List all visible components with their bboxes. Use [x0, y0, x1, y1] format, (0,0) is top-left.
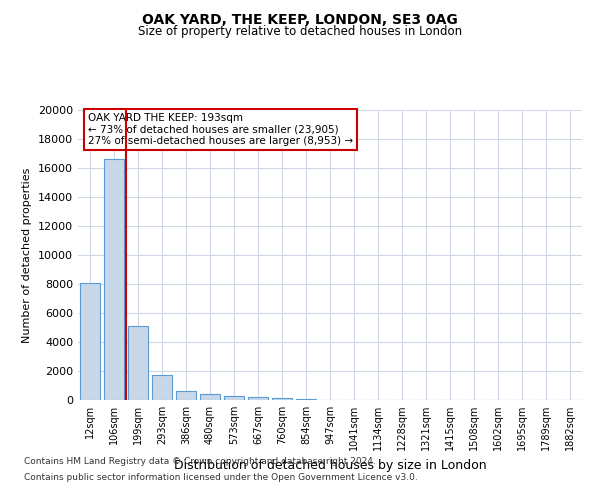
Bar: [248, 397, 268, 400]
Bar: [104, 160, 124, 400]
Text: Contains HM Land Registry data © Crown copyright and database right 2024.: Contains HM Land Registry data © Crown c…: [24, 458, 376, 466]
Bar: [80, 284, 100, 400]
Text: OAK YARD, THE KEEP, LONDON, SE3 0AG: OAK YARD, THE KEEP, LONDON, SE3 0AG: [142, 12, 458, 26]
Text: Size of property relative to detached houses in London: Size of property relative to detached ho…: [138, 25, 462, 38]
Text: Contains public sector information licensed under the Open Government Licence v3: Contains public sector information licen…: [24, 472, 418, 482]
Bar: [176, 392, 196, 400]
Bar: [128, 326, 148, 400]
Bar: [272, 398, 292, 400]
Bar: [200, 394, 220, 400]
Bar: [224, 396, 244, 400]
Bar: [296, 398, 316, 400]
Text: OAK YARD THE KEEP: 193sqm
← 73% of detached houses are smaller (23,905)
27% of s: OAK YARD THE KEEP: 193sqm ← 73% of detac…: [88, 113, 353, 146]
X-axis label: Distribution of detached houses by size in London: Distribution of detached houses by size …: [173, 458, 487, 471]
Y-axis label: Number of detached properties: Number of detached properties: [22, 168, 32, 342]
Bar: [152, 374, 172, 400]
